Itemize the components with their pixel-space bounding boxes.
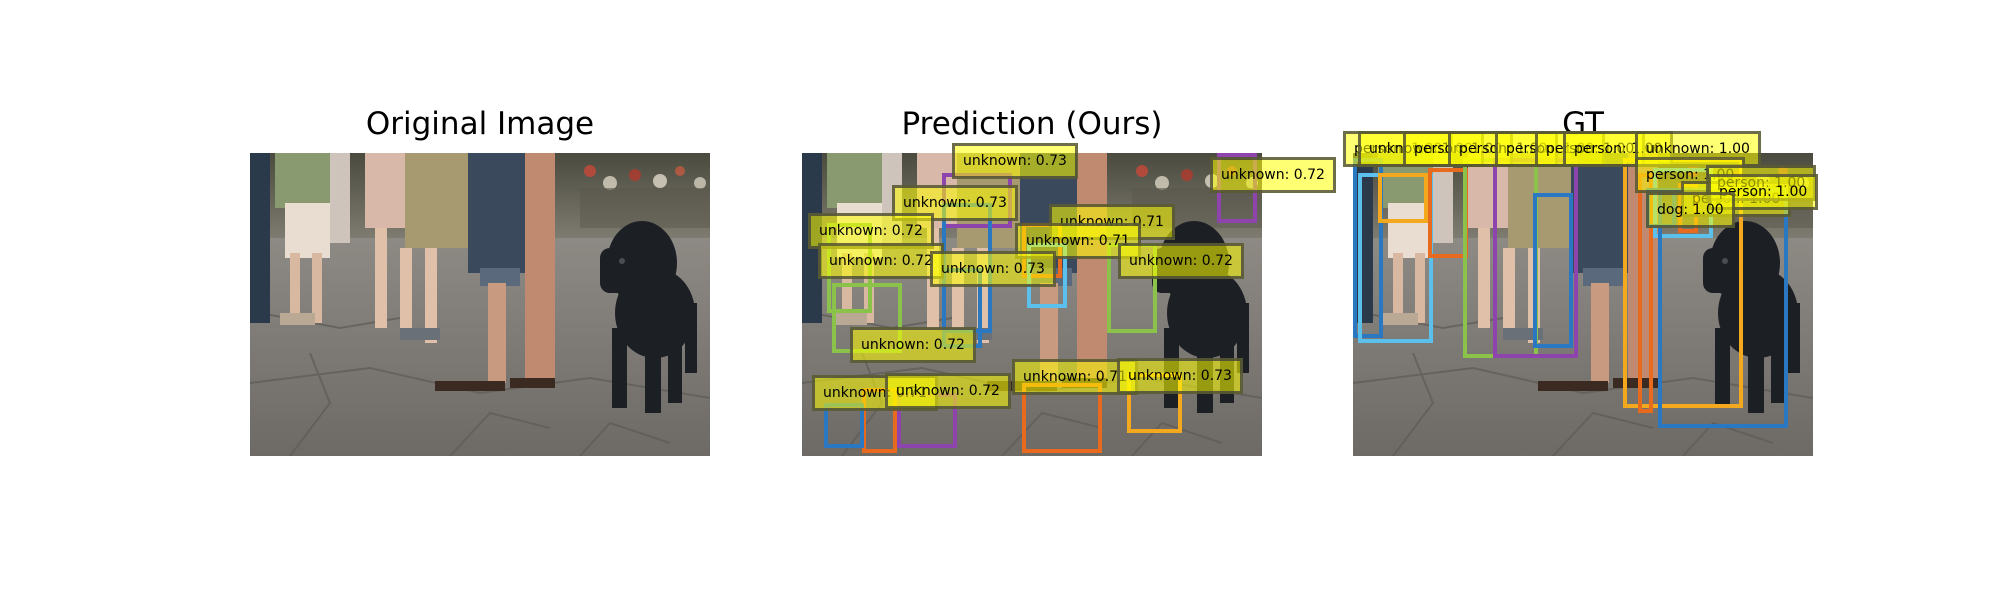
detection-label: unknown: 0.72 [885,373,1011,409]
detection-label: unknown: 0.71 [1012,359,1138,395]
panel-title-prediction: Prediction (Ours) [901,106,1163,142]
detection-label: unknown: 0.72 [1118,243,1244,279]
detection-label: unknown: 0.72 [850,327,976,363]
detection-label: unknown: 0.73 [952,143,1078,179]
street-photo [250,153,710,456]
detection-label: unknown: 0.73 [930,251,1056,287]
detection-label: unknown: 0.72 [1210,157,1336,193]
detection-label: unknown: 0.72 [818,243,944,279]
panel-title-original: Original Image [365,106,595,142]
panel-prediction: unknown: 0.72 unknown: 0.73 unknown: 0.73 u… [802,143,1336,456]
detection-label: unknown: 0.73 [1117,358,1243,394]
detection-label: unknown: 0.73 [892,185,1018,221]
detection-label: dog: 1.00 [1646,192,1735,228]
bounding-box [1533,193,1573,348]
bounding-box [1378,173,1428,223]
panel-original-image [250,153,710,456]
bounding-box [1428,168,1468,258]
